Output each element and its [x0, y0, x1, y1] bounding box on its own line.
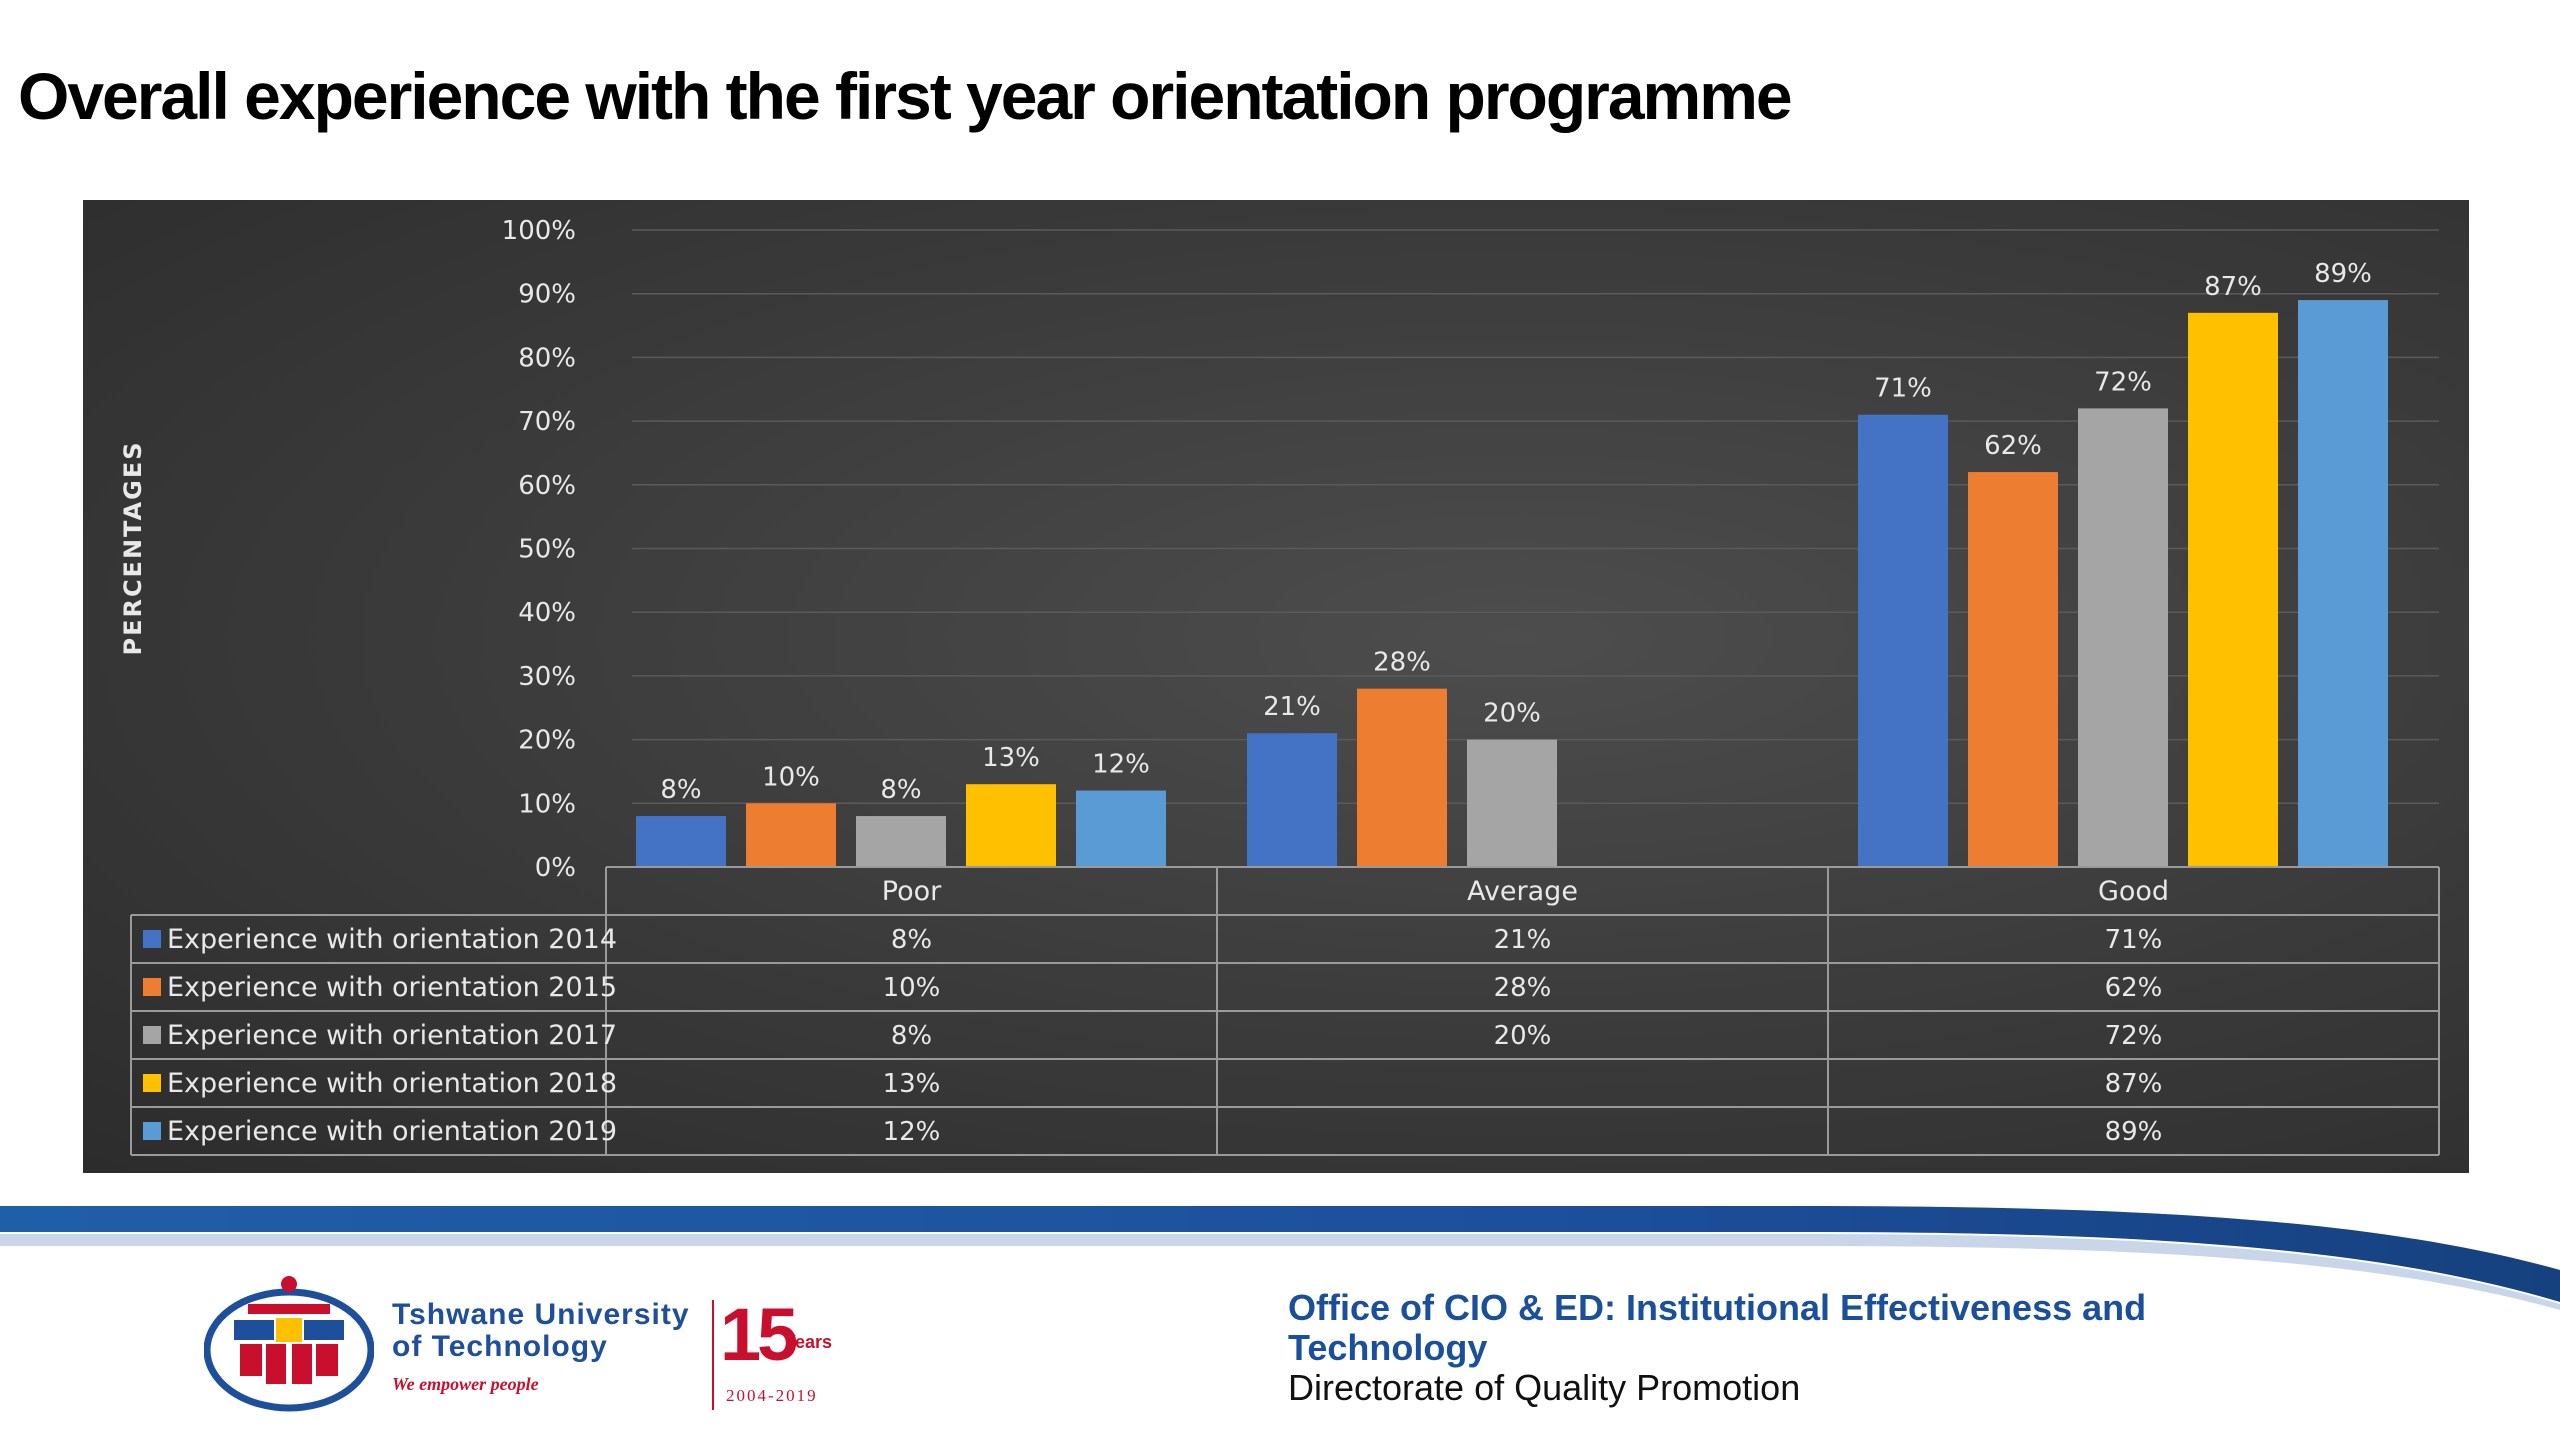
logo-tagline: We empower people [392, 1374, 539, 1394]
bar-data-label: 8% [660, 775, 701, 805]
table-value-cell: 8% [891, 1021, 932, 1051]
bar-data-label: 72% [2094, 367, 2152, 397]
bar [1247, 733, 1337, 867]
bar-data-label: 21% [1263, 692, 1321, 722]
office-block: Office of CIO & ED: Institutional Effect… [1288, 1288, 2288, 1408]
bar-data-label: 71% [1874, 374, 1932, 404]
table-value-cell: 12% [883, 1117, 941, 1147]
bar-data-label: 62% [1984, 431, 2042, 461]
legend-swatch [143, 978, 161, 996]
bar [856, 816, 946, 867]
bar [1076, 790, 1166, 867]
bar [636, 816, 726, 867]
bar-data-label: 10% [762, 762, 820, 792]
logo-divider [712, 1300, 714, 1410]
y-tick-label: 50% [518, 535, 576, 565]
legend-swatch [143, 1026, 161, 1044]
table-value-cell: 71% [2105, 925, 2163, 955]
y-tick-label: 70% [518, 407, 576, 437]
table-value-cell: 72% [2105, 1021, 2163, 1051]
tut-logo: Tshwane University of Technology We empo… [204, 1270, 844, 1415]
y-tick-label: 80% [518, 343, 576, 373]
bar-data-label: 28% [1373, 648, 1431, 678]
table-value-cell: 28% [1494, 973, 1552, 1003]
logo-number: 15 [720, 1293, 798, 1376]
table-category-header: Poor [882, 876, 942, 907]
bar-data-label: 89% [2314, 259, 2372, 289]
legend-swatch [143, 1074, 161, 1092]
logo-range: 2004-2019 [726, 1386, 818, 1405]
table-value-cell: 62% [2105, 973, 2163, 1003]
bar-data-label: 20% [1483, 699, 1541, 729]
logo-years: Years [784, 1332, 833, 1352]
table-category-header: Good [2098, 876, 2169, 907]
bar [2298, 300, 2388, 867]
office-line: Office of CIO & ED: Institutional Effect… [1288, 1287, 2147, 1368]
bar [2188, 312, 2278, 867]
y-tick-label: 10% [518, 789, 576, 819]
table-category-header: Average [1467, 876, 1578, 907]
table-value-cell: 87% [2105, 1069, 2163, 1099]
slide-title: Overall experience with the first year o… [18, 59, 1793, 133]
bar-data-label: 8% [880, 775, 921, 805]
footer-swoosh [0, 1206, 2560, 1310]
y-tick-label: 20% [518, 726, 576, 756]
table-value-cell: 13% [883, 1069, 941, 1099]
bar [1968, 472, 2058, 867]
y-tick-label: 40% [518, 598, 576, 628]
y-tick-label: 100% [502, 216, 576, 246]
legend-series-name: Experience with orientation 2019 [167, 1116, 617, 1147]
bar [2078, 408, 2168, 867]
bar [1357, 688, 1447, 867]
legend-swatch [143, 930, 161, 948]
tut-emblem-icon [204, 1276, 374, 1412]
bar [1467, 739, 1557, 867]
y-tick-label: 90% [518, 280, 576, 310]
logo-name-line1: Tshwane University [392, 1298, 690, 1331]
table-value-cell: 89% [2105, 1117, 2163, 1147]
bar-data-label: 13% [982, 743, 1040, 773]
chart-canvas: 0% 10% 20% 30% 40% 50% 60% 70% 80% 90% 100% PERCENT… [119, 216, 2440, 1156]
y-tick-label: 30% [518, 662, 576, 692]
table-value-cell: 21% [1494, 925, 1552, 955]
y-tick-label: 60% [518, 471, 576, 501]
bar-data-label: 12% [1092, 750, 1150, 780]
bar [1858, 414, 1948, 867]
legend-series-name: Experience with orientation 2015 [167, 972, 617, 1003]
legend-series-name: Experience with orientation 2017 [167, 1020, 617, 1051]
bar [746, 803, 836, 867]
y-tick-label: 0% [535, 853, 576, 883]
legend-swatch [143, 1122, 161, 1140]
table-value-cell: 8% [891, 925, 932, 955]
logo-name-line2: of Technology [392, 1330, 608, 1363]
legend-series-name: Experience with orientation 2014 [167, 924, 617, 955]
y-axis-title: PERCENTAGES [119, 440, 147, 655]
table-value-cell: 20% [1494, 1021, 1552, 1051]
bar [966, 784, 1056, 867]
table-value-cell: 10% [883, 973, 941, 1003]
legend-series-name: Experience with orientation 2018 [167, 1068, 617, 1099]
bar-chart: 0% 10% 20% 30% 40% 50% 60% 70% 80% 90% 100% PERCENT… [83, 200, 2469, 1173]
directorate-line: Directorate of Quality Promotion [1288, 1367, 1801, 1408]
bar-data-label: 87% [2204, 272, 2262, 302]
